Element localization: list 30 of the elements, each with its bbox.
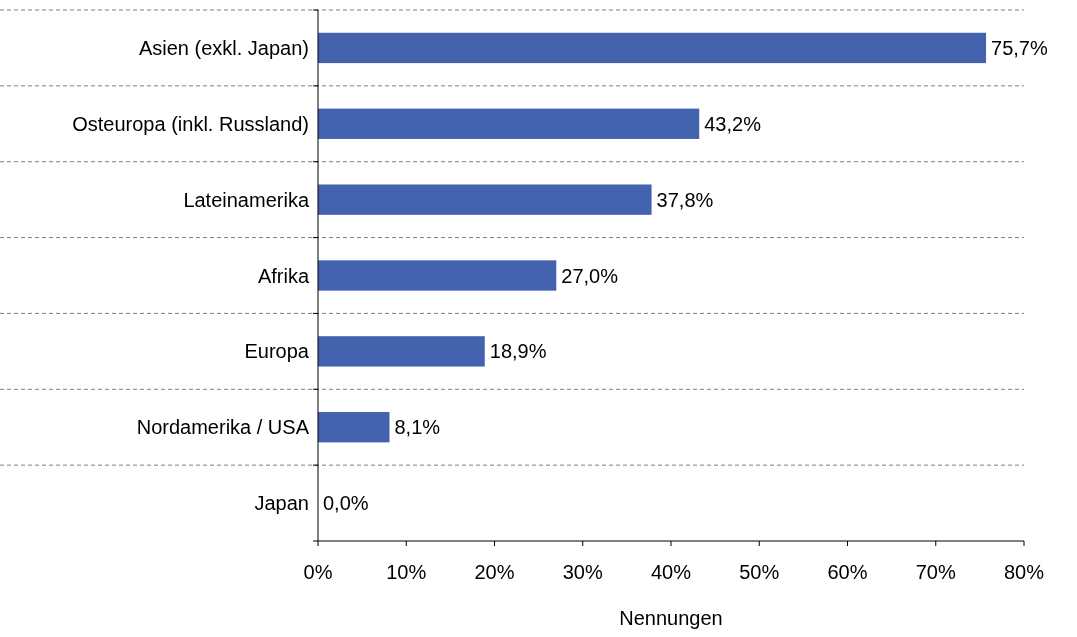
x-tick-label: 0%: [303, 561, 333, 583]
x-axis-title: Nennungen: [619, 607, 723, 629]
y-tick-label: Asien (exkl. Japan): [138, 36, 309, 59]
data-label: 43,2%: [704, 112, 762, 135]
bar: [318, 108, 700, 139]
bar: [318, 336, 485, 367]
bar: [318, 260, 557, 291]
data-label: 75,7%: [991, 36, 1048, 59]
bar: [318, 32, 987, 64]
y-tick-label: Europa: [244, 340, 310, 363]
y-tick-label: Lateinamerika: [183, 188, 310, 211]
x-tick-label: 70%: [915, 561, 956, 583]
bar: [318, 184, 652, 215]
x-tick-label: 50%: [739, 561, 780, 583]
data-label: 18,9%: [489, 340, 547, 363]
x-tick-label: 80%: [1003, 561, 1045, 583]
x-tick-label: 40%: [650, 561, 692, 583]
x-tick-label: 30%: [562, 561, 603, 583]
y-tick-label: Nordamerika / USA: [136, 416, 310, 439]
y-tick-label: Japan: [254, 492, 309, 515]
data-label: 8,1%: [394, 416, 441, 439]
data-label: 37,8%: [656, 188, 714, 211]
bar: [318, 412, 390, 443]
data-label: 27,0%: [561, 264, 619, 287]
x-tick-label: 20%: [474, 561, 515, 583]
x-tick-label: 60%: [827, 561, 868, 583]
data-label: 0,0%: [323, 492, 369, 515]
y-tick-label: Osteuropa (inkl. Russland): [72, 112, 309, 135]
y-tick-label: Afrika: [257, 264, 310, 287]
x-tick-label: 10%: [386, 561, 427, 583]
